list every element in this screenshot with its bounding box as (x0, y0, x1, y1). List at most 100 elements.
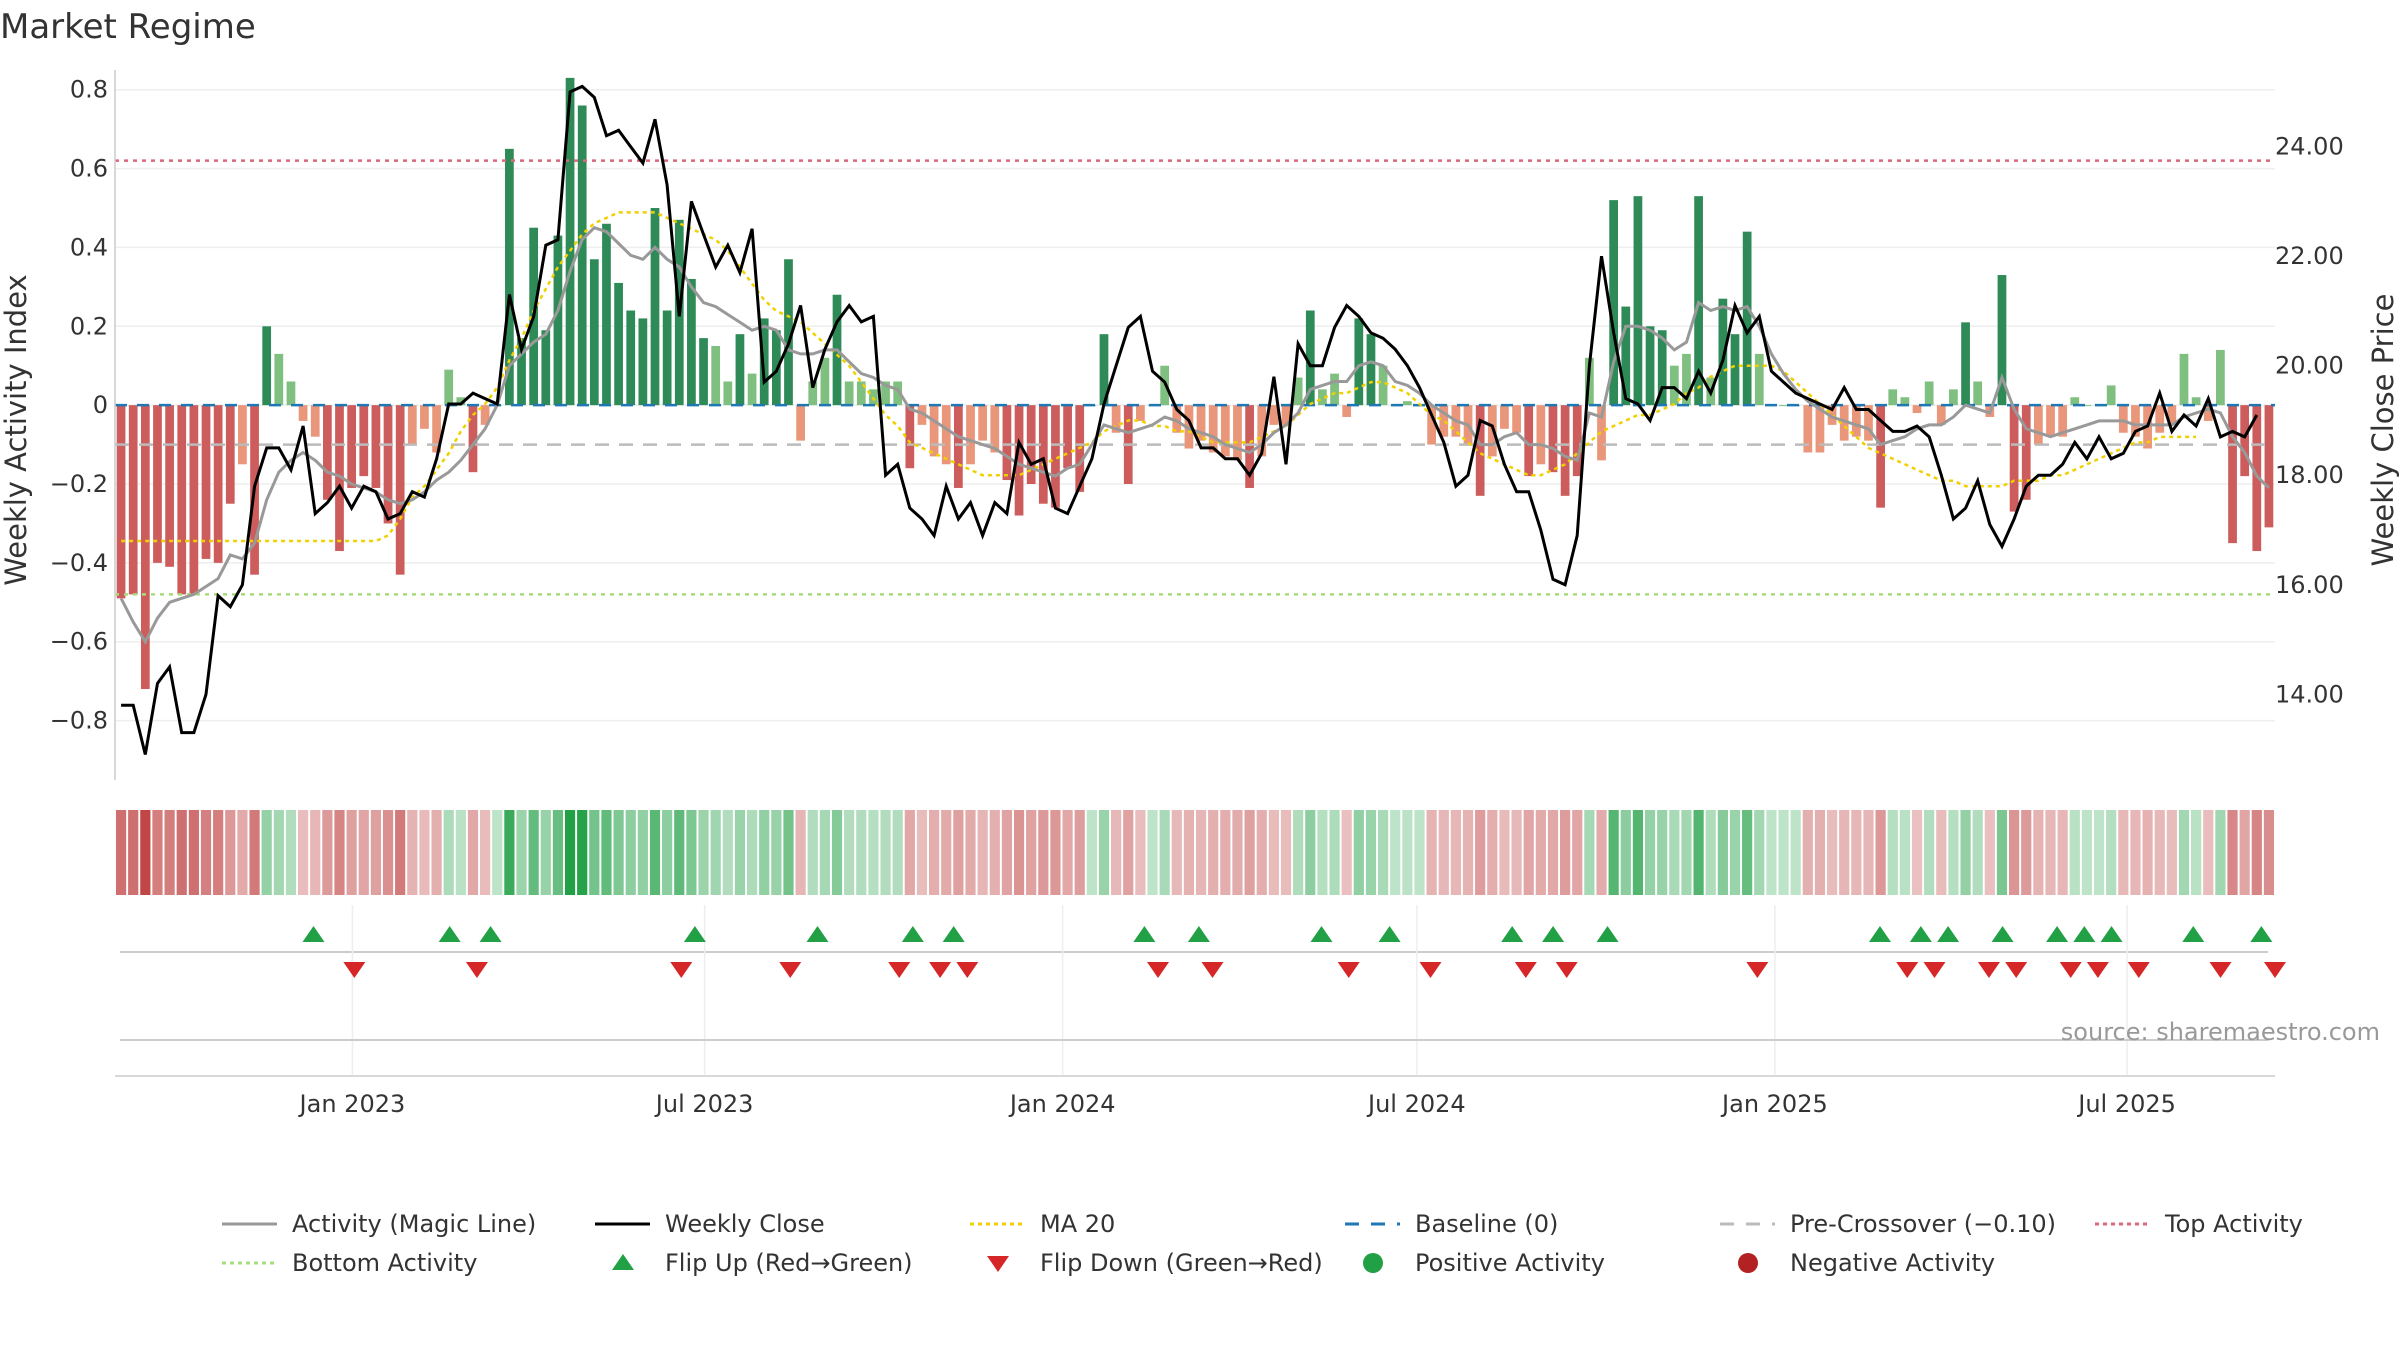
activity-bar (1524, 405, 1534, 477)
activity-bar (954, 405, 963, 488)
activity-bar (1220, 405, 1230, 457)
heat-cell (1669, 810, 1680, 895)
activity-bar (456, 397, 466, 406)
heat-cell (2045, 810, 2056, 895)
activity-bar (274, 353, 284, 406)
flip-up-marker (1937, 926, 1960, 942)
heat-cell (2093, 810, 2105, 895)
y-tick-label: 0.2 (70, 312, 108, 340)
activity-bar (638, 318, 648, 406)
flip-up-marker (2100, 926, 2123, 942)
activity-bar (565, 77, 575, 406)
heat-cell (880, 810, 891, 895)
flip-up-marker (2250, 926, 2273, 942)
activity-bar (2021, 405, 2031, 500)
activity-bar (1257, 405, 1267, 457)
heat-cell (662, 810, 673, 895)
flip-down-marker (2127, 962, 2150, 978)
heat-cell (1414, 810, 1425, 895)
activity-bar (1888, 389, 1898, 406)
activity-bar (1682, 353, 1691, 406)
activity-bar (2070, 397, 2080, 406)
heat-cell (1681, 810, 1692, 895)
activity-bar (844, 381, 854, 406)
heat-cell (1244, 810, 1255, 895)
activity-bar (1038, 405, 1048, 504)
heat-cell (2251, 810, 2262, 895)
heat-cell (844, 810, 855, 895)
flip-up-marker (1133, 926, 1156, 942)
x-axis: Jan 2023 Jul 2023 Jan 2024 Jul 2024 Jan 2025… (115, 1075, 2275, 1118)
flip-up-marker (1378, 926, 1401, 942)
heat-cell (395, 810, 406, 895)
heat-cell (1317, 810, 1328, 895)
activity-bar (298, 405, 308, 421)
activity-bar (577, 105, 587, 406)
activity-bar (2106, 385, 2116, 406)
heat-cell (1232, 810, 1243, 895)
legend-swatch (1363, 1253, 1383, 1273)
activity-bar (990, 405, 1000, 453)
activity-bar (1864, 405, 1873, 441)
heat-cell (1936, 810, 1947, 895)
y-tick-label: 0.6 (70, 155, 108, 183)
activity-bar (2167, 405, 2177, 425)
activity-bar (626, 310, 636, 406)
heat-cell (1135, 810, 1146, 895)
heat-cell (1899, 810, 1910, 895)
activity-bar (383, 405, 393, 524)
heat-cell (128, 810, 139, 895)
heat-cell (261, 810, 272, 895)
legend-item-magic-line: Activity (Magic Line) (222, 1210, 536, 1238)
flip-up-marker (1187, 926, 1210, 942)
heat-cell (1195, 810, 1207, 895)
heat-cell (1268, 810, 1279, 895)
activity-bar (189, 405, 199, 595)
flip-down-marker (929, 962, 952, 978)
heat-cell (904, 810, 915, 895)
heat-cell (977, 810, 988, 895)
activity-bar (140, 405, 150, 690)
heat-cell (1123, 810, 1134, 895)
activity-bar (1597, 405, 1606, 461)
activity-bar (1633, 196, 1643, 406)
heat-cell (1778, 810, 1789, 895)
activity-bar (1936, 405, 1946, 425)
activity-bar (322, 405, 332, 500)
heat-cell (1001, 810, 1013, 895)
activity-bar (1233, 405, 1242, 461)
flip-up-marker (1542, 926, 1565, 942)
activity-bar (602, 223, 611, 406)
heat-cell (1365, 810, 1377, 895)
flip-up-marker (942, 926, 965, 942)
heat-cell (407, 810, 418, 895)
heat-cell (1147, 810, 1158, 895)
activity-bar (1815, 405, 1825, 453)
activity-bar (310, 405, 320, 437)
activity-bar (1281, 405, 1291, 425)
reference-lines (115, 159, 2275, 596)
flip-down-marker (670, 962, 693, 978)
activity-bar (335, 405, 344, 552)
legend-item-flip-down: Flip Down (Green→Red) (987, 1249, 1323, 1277)
activity-bar (1475, 405, 1485, 496)
activity-bar (238, 405, 247, 465)
activity-bar (2179, 353, 2189, 406)
activity-bar (1548, 405, 1558, 473)
activity-bar (978, 405, 988, 441)
y-tick-label: −0.2 (50, 470, 108, 498)
activity-bar (2082, 405, 2092, 407)
activity-bar (153, 405, 162, 563)
heat-cell (1377, 810, 1389, 895)
heat-cell (1013, 810, 1025, 895)
heat-cell (2227, 810, 2238, 895)
heat-cell (577, 810, 588, 895)
activity-bar (1730, 334, 1740, 406)
heat-cell (1584, 810, 1595, 895)
activity-bar (1427, 405, 1436, 445)
heat-cell (492, 810, 503, 895)
source-label: source: sharemaestro.com (2061, 1018, 2380, 1046)
activity-bar (225, 405, 235, 504)
activity-bar (517, 338, 526, 406)
activity-bar (359, 405, 369, 477)
